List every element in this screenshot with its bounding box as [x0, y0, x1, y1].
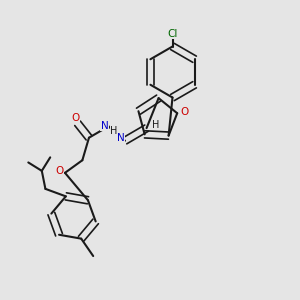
- Text: N: N: [117, 133, 124, 143]
- Text: H: H: [110, 126, 118, 136]
- Text: O: O: [56, 166, 64, 176]
- Text: O: O: [71, 113, 79, 123]
- Text: N: N: [101, 121, 109, 131]
- Text: O: O: [181, 107, 189, 117]
- Text: Cl: Cl: [167, 29, 178, 39]
- Text: H: H: [152, 119, 160, 130]
